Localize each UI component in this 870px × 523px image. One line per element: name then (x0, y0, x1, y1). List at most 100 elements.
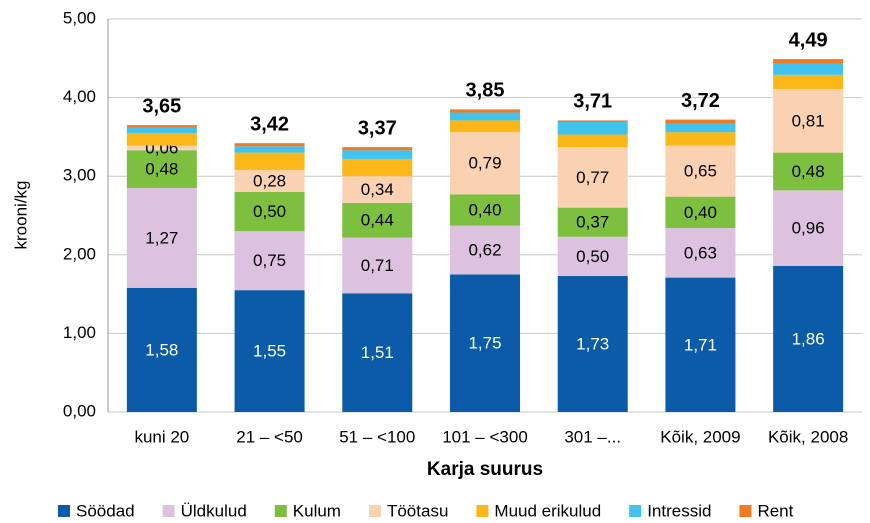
data-label: 0,65 (684, 162, 717, 181)
bar-segment (126, 150, 197, 188)
bar-segment (126, 127, 197, 133)
data-label: 0,28 (253, 171, 286, 190)
data-label: 1,58 (145, 340, 178, 359)
legend-label: Rent (757, 501, 793, 520)
bar-segment (665, 196, 736, 229)
bar-segment (773, 265, 844, 412)
bar-segment (665, 277, 736, 412)
bar-segment (342, 202, 413, 238)
bar-segment (557, 236, 628, 277)
total-label: 3,85 (466, 80, 505, 102)
data-label: 0,48 (145, 160, 178, 179)
data-label: 1,71 (684, 335, 717, 354)
bar-segment (665, 145, 736, 197)
data-label: 0,96 (792, 219, 825, 238)
x-tick-label: kuni 20 (134, 427, 189, 446)
data-label: 1,55 (253, 342, 286, 361)
y-tick-label: 1,00 (63, 323, 96, 342)
bar-segment (773, 63, 844, 75)
x-tick-label: 21 – <50 (236, 427, 303, 446)
bar-segment (234, 169, 305, 192)
y-tick-label: 4,00 (63, 87, 96, 106)
bar-segment (665, 119, 736, 124)
legend-label: Töötasu (387, 501, 448, 520)
bar-segment (234, 231, 305, 291)
bar-segment (773, 152, 844, 191)
y-tick-label: 5,00 (63, 8, 96, 27)
y-tick-label: 3,00 (63, 166, 96, 185)
bar-segment (450, 120, 520, 133)
bar-segment (773, 190, 844, 266)
data-label: 1,27 (145, 228, 178, 247)
legend-label: Üldkulud (181, 501, 247, 520)
bar-segment (450, 274, 520, 412)
bar-segment (342, 237, 413, 294)
bar-segment (450, 132, 520, 195)
bar-segment (342, 147, 413, 151)
bar-segment (126, 187, 197, 288)
bar-segment (450, 225, 520, 275)
bar-segment (450, 109, 520, 113)
data-label: 0,34 (361, 180, 394, 199)
legend-swatch (739, 505, 752, 517)
bar-segment (773, 59, 844, 64)
legend-label: Söödad (76, 501, 135, 520)
bar-segment (126, 287, 197, 412)
bar-segment (234, 152, 305, 170)
legend-swatch (629, 505, 642, 517)
bar-segment (234, 191, 305, 232)
legend-swatch (476, 505, 489, 517)
y-tick-label: 0,00 (63, 401, 96, 420)
bar-segment (126, 125, 197, 128)
total-label: 3,37 (358, 117, 397, 139)
data-label: 1,75 (468, 334, 501, 353)
legend-swatch (162, 505, 175, 517)
data-label: 0,63 (684, 243, 717, 262)
bar-segment (126, 145, 197, 151)
data-label: 0,79 (468, 154, 501, 173)
data-label: 0,40 (684, 203, 717, 222)
bar-segment (665, 132, 736, 146)
data-label: 0,77 (576, 168, 609, 187)
data-label: 0,48 (792, 162, 825, 181)
bar-segment (126, 132, 197, 146)
bar-segment (450, 112, 520, 121)
x-axis-label: Karja suurus (427, 459, 543, 480)
bar-segment (557, 207, 628, 237)
bar-segment (773, 74, 844, 89)
bar-segment (342, 158, 413, 177)
x-tick-label: 101 – <300 (442, 427, 528, 446)
bar-segment (665, 123, 736, 133)
bar-segment (342, 176, 413, 203)
legend-swatch (58, 505, 70, 517)
bar-segment (342, 293, 413, 412)
y-tick-label: 2,00 (63, 244, 96, 263)
total-label: 4,49 (789, 29, 828, 51)
total-label: 3,42 (250, 113, 289, 135)
bar-segment (450, 194, 520, 226)
data-label: 1,51 (361, 343, 394, 362)
total-label: 3,72 (681, 90, 720, 112)
data-label: 0,50 (576, 247, 609, 266)
bar-segment (557, 134, 628, 148)
bar-segment (773, 88, 844, 153)
bar-segment (234, 143, 305, 147)
data-label: 1,86 (792, 329, 825, 348)
legend-label: Kulum (293, 501, 341, 520)
data-label: 0,44 (361, 211, 394, 230)
data-label: 0,50 (253, 202, 286, 221)
x-tick-label: 301 –... (564, 427, 621, 446)
x-tick-label: Kõik, 2009 (660, 427, 740, 446)
bar-segment (557, 147, 628, 208)
total-label: 3,65 (142, 95, 181, 117)
data-label: 1,73 (576, 334, 609, 353)
legend-label: Intressid (647, 501, 711, 520)
x-tick-label: 51 – <100 (339, 427, 415, 446)
data-label: 0,62 (468, 241, 501, 260)
data-label: 0,37 (576, 213, 609, 232)
data-label: 0,71 (361, 256, 394, 275)
bar-segment (342, 150, 413, 159)
legend-swatch (368, 505, 381, 517)
